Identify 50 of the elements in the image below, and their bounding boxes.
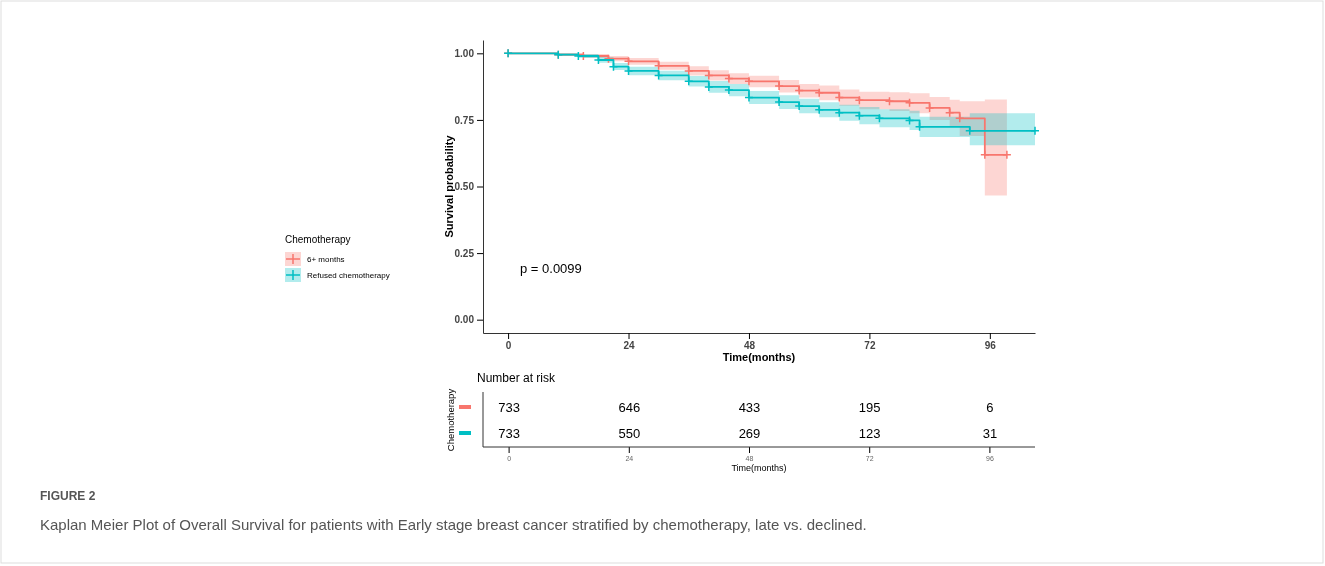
y-axis-title: Chemotherapy	[445, 388, 456, 452]
y-axis-title: Survival probability	[443, 134, 455, 238]
y-tick-label: 1.00	[454, 48, 475, 60]
point	[653, 61, 664, 71]
point	[744, 76, 754, 87]
data-label: 123	[858, 426, 881, 441]
data-label: 550	[618, 426, 641, 441]
caption: FIGURE 2	[40, 489, 96, 503]
point	[724, 85, 734, 95]
text: Kaplan Meier Plot of Overall Survival for patients with Early stage breast cancer stratified by chemotherapy, late vs. declined.	[40, 516, 867, 533]
x-tick-label: 72	[864, 340, 876, 352]
point	[980, 150, 990, 160]
point	[1030, 126, 1040, 136]
point	[924, 103, 935, 113]
point	[774, 81, 784, 91]
y-tick-label: 0.75	[454, 114, 475, 126]
point	[814, 105, 824, 115]
x-axis-title: Time(months)	[731, 463, 787, 473]
point	[724, 73, 734, 84]
point	[965, 126, 975, 136]
point	[684, 66, 694, 76]
data-label: 6	[986, 400, 994, 415]
legend-label: Refused chemotherapy	[307, 271, 390, 280]
legend-title: Chemotherapy	[285, 234, 351, 245]
point	[914, 122, 925, 132]
data-label: 31	[982, 426, 998, 441]
x-tick-label: 0	[505, 340, 512, 352]
point	[704, 82, 714, 92]
point	[814, 87, 824, 98]
x-tick-label: 48	[743, 340, 756, 352]
y-tick-label: 0.50	[454, 181, 475, 193]
x-tick-label: 96	[984, 340, 997, 352]
data-label: 733	[498, 400, 520, 415]
point	[623, 66, 634, 76]
y-tick-label: 0.25	[454, 247, 475, 259]
legend-label: 6+ months	[307, 255, 345, 264]
x-tick-label: 24	[623, 340, 636, 352]
data-label: 733	[498, 426, 520, 441]
point	[904, 98, 915, 108]
chart-title: Number at risk	[477, 371, 557, 385]
point	[744, 92, 754, 103]
annotation: p = 0.0099	[520, 261, 582, 276]
point	[704, 70, 714, 81]
data-label: 433	[738, 400, 761, 415]
data-label: 195	[858, 400, 881, 415]
data-label: 646	[618, 400, 641, 415]
x-axis-title: Time(months)	[722, 351, 796, 363]
data-label: 269	[738, 426, 761, 441]
point	[1002, 150, 1012, 160]
y-tick-label: 0.00	[454, 314, 475, 326]
